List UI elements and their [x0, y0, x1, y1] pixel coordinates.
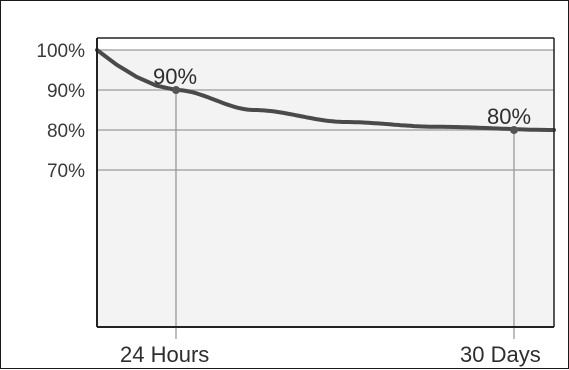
y-tick-label: 100%	[36, 41, 85, 62]
axes	[96, 37, 555, 328]
y-tick-label: 90%	[47, 81, 85, 102]
data-label: 80%	[487, 104, 531, 129]
y-tick-label: 70%	[47, 161, 85, 182]
marker-drop-lines	[175, 90, 515, 339]
data-labels: 90% 80%	[153, 64, 531, 129]
x-tick-label: 24 Hours	[120, 342, 209, 367]
plot-area	[97, 50, 554, 327]
data-points	[172, 86, 518, 134]
data-point	[510, 126, 518, 134]
y-axis-tick-labels: 100% 90% 80% 70%	[36, 41, 85, 182]
y-tick-label: 80%	[47, 121, 85, 142]
data-point	[172, 86, 180, 94]
x-tick-label: 30 Days	[460, 342, 541, 367]
x-axis-tick-labels: 24 Hours 30 Days	[120, 342, 541, 367]
data-label: 90%	[153, 64, 197, 89]
series-line	[95, 48, 556, 132]
